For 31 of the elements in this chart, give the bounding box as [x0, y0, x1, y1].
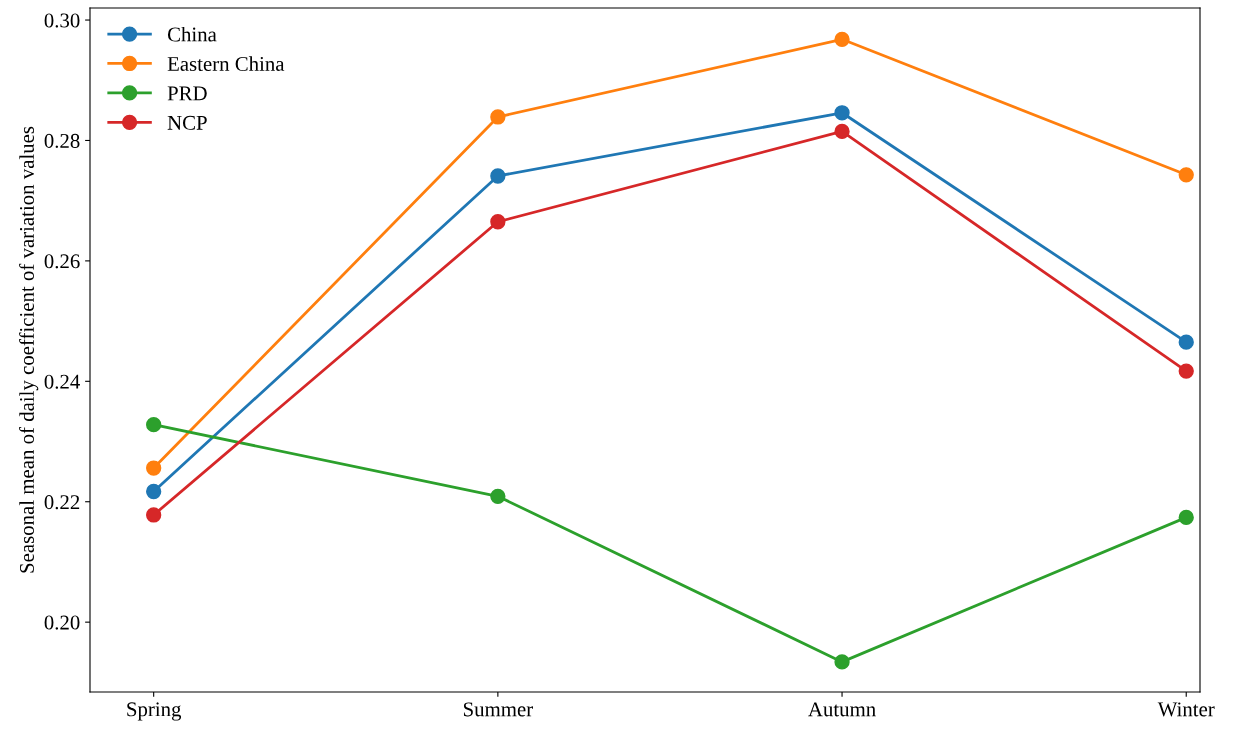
- point: [146, 507, 162, 523]
- point: [834, 654, 850, 670]
- x-tick-label: Summer: [463, 702, 533, 717]
- point: [834, 105, 850, 121]
- y-tick-label: 0.30: [44, 13, 80, 28]
- x-tick-label: Spring: [127, 702, 182, 721]
- point: [1178, 334, 1194, 350]
- legend-label: China: [167, 26, 217, 42]
- legend-label: Eastern China: [167, 56, 285, 71]
- point: [490, 168, 506, 184]
- point: [834, 123, 850, 140]
- legend-label: PRD: [167, 86, 207, 101]
- y-tick-label: 0.26: [44, 254, 80, 269]
- point: [1178, 509, 1194, 526]
- point: [146, 483, 162, 500]
- legend-label: NCP: [167, 115, 207, 130]
- point: [146, 460, 162, 476]
- point: [490, 214, 506, 230]
- y-tick-label: 0.20: [44, 615, 80, 630]
- point: [146, 417, 162, 433]
- point: [1178, 363, 1194, 379]
- point: [490, 109, 506, 125]
- x-tick-label: Winter: [1157, 702, 1215, 717]
- y-tick-label: 0.28: [44, 133, 80, 148]
- y-tick-label: 0.22: [44, 495, 80, 510]
- point: [1178, 167, 1194, 183]
- point: [834, 31, 850, 47]
- y-axis-title: Seasonal mean of daily coefficient of variation values: [19, 126, 39, 573]
- y-tick-label: 0.24: [44, 374, 80, 389]
- x-tick-label: Autumn: [808, 702, 876, 717]
- point: [490, 488, 506, 504]
